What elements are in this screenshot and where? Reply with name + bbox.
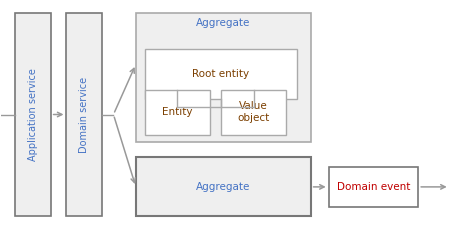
Text: Domain event: Domain event (337, 182, 410, 192)
Text: Domain service: Domain service (79, 76, 89, 153)
FancyBboxPatch shape (66, 13, 102, 216)
FancyBboxPatch shape (136, 13, 311, 142)
FancyBboxPatch shape (145, 49, 297, 99)
FancyBboxPatch shape (221, 90, 286, 135)
Text: Entity: Entity (162, 107, 193, 117)
FancyBboxPatch shape (329, 166, 418, 207)
FancyBboxPatch shape (136, 158, 311, 216)
FancyBboxPatch shape (15, 13, 51, 216)
Text: Aggregate: Aggregate (196, 18, 250, 28)
Text: Aggregate: Aggregate (196, 182, 250, 192)
Text: Value
object: Value object (237, 101, 270, 123)
Text: Application service: Application service (28, 68, 38, 161)
FancyBboxPatch shape (145, 90, 210, 135)
Text: Root entity: Root entity (193, 69, 249, 79)
